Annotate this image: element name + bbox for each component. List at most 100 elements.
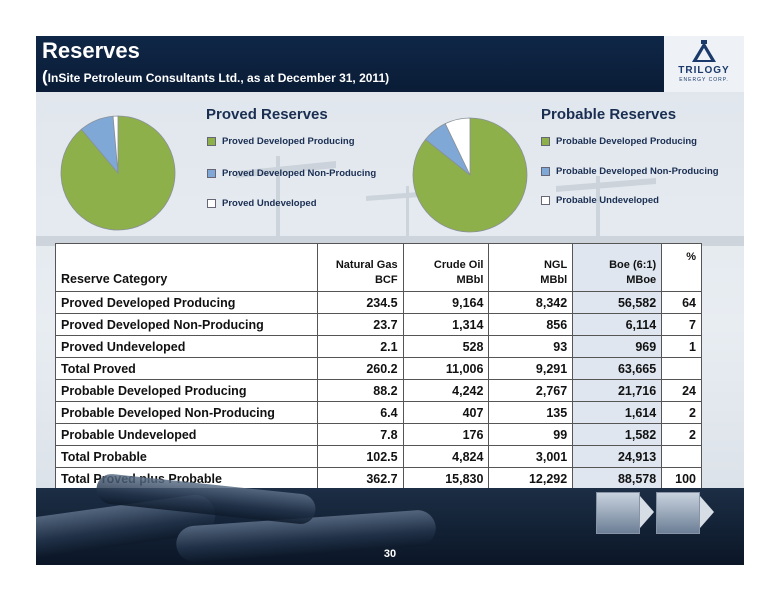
cell-crude-oil: 1,314 [402, 313, 490, 336]
logo-subtext: ENERGY CORP. [679, 77, 729, 83]
logo-text: TRILOGY [678, 65, 730, 76]
table-row: Probable Developed Producing 88.2 4,242 2,7… [55, 379, 702, 402]
cell-ngl: 3,001 [488, 445, 574, 468]
header-unit: MBbl [540, 274, 568, 286]
photo-thumbnail [596, 492, 640, 534]
cell-percent: 24 [661, 379, 702, 402]
cell-boe: 969 [572, 335, 663, 358]
cell-boe: 21,716 [572, 379, 663, 402]
table-row: Total Probable 102.5 4,824 3,001 24,913 [55, 445, 702, 468]
cell-ngl: 99 [488, 423, 574, 446]
header-ngl: NGL MBbl [488, 243, 574, 292]
probable-pie-chart [412, 117, 528, 233]
legend-label: Proved Undeveloped [222, 198, 317, 209]
cell-boe: 88,578 [572, 467, 663, 490]
cell-ngl: 9,291 [488, 357, 574, 380]
cell-boe: 56,582 [572, 291, 663, 314]
cell-crude-oil: 528 [402, 335, 490, 358]
header-bar: Reserves (InSite Petroleum Consultants L… [36, 36, 744, 92]
cell-category: Probable Developed Producing [55, 379, 318, 402]
cell-natural-gas: 7.8 [316, 423, 404, 446]
subtitle-paren: ( [42, 67, 48, 86]
legend-swatch-white [541, 196, 550, 205]
cell-percent: 64 [661, 291, 702, 314]
header-line: NGL [543, 259, 568, 271]
legend-swatch-white [207, 199, 216, 208]
cell-boe: 6,114 [572, 313, 663, 336]
reserves-table: Reserve Category Natural Gas BCF Crude Oi… [55, 243, 702, 490]
cell-percent [661, 445, 702, 468]
legend-probable-undeveloped: Probable Undeveloped [541, 195, 659, 206]
table-row: Probable Undeveloped 7.8 176 99 1,582 2 [55, 423, 702, 446]
cell-percent: 2 [661, 423, 702, 446]
header-unit: MBbl [456, 274, 484, 286]
cell-ngl: 135 [488, 401, 574, 424]
footer-bar: 30 [36, 472, 744, 565]
header-percent: % [661, 243, 702, 292]
legend-label: Probable Undeveloped [556, 195, 659, 206]
header-reserve-category: Reserve Category [55, 243, 318, 292]
cell-crude-oil: 11,006 [402, 357, 490, 380]
cell-category: Proved Undeveloped [55, 335, 318, 358]
legend-probable-developed-producing: Probable Developed Producing [541, 136, 697, 147]
cell-crude-oil: 407 [402, 401, 490, 424]
cell-ngl: 2,767 [488, 379, 574, 402]
legend-proved-developed-producing: Proved Developed Producing [207, 136, 355, 147]
page-number: 30 [383, 548, 397, 560]
table-row: Proved Developed Producing 234.5 9,164 8,34… [55, 291, 702, 314]
table-row: Proved Undeveloped 2.1 528 93 969 1 [55, 335, 702, 358]
cell-natural-gas: 23.7 [316, 313, 404, 336]
header-natural-gas: Natural Gas BCF [316, 243, 404, 292]
cell-category: Probable Developed Non-Producing [55, 401, 318, 424]
cell-ngl: 12,292 [488, 467, 574, 490]
legend-label: Probable Developed Producing [556, 136, 697, 147]
photo-thumbnail [656, 492, 700, 534]
cell-crude-oil: 9,164 [402, 291, 490, 314]
cell-ngl: 8,342 [488, 291, 574, 314]
cell-boe: 24,913 [572, 445, 663, 468]
header-line: Natural Gas [335, 259, 398, 271]
legend-swatch-green [541, 137, 550, 146]
cell-ngl: 856 [488, 313, 574, 336]
legend-probable-developed-non-producing: Probable Developed Non-Producing [541, 166, 719, 177]
legend-label: Proved Developed Non-Producing [222, 168, 377, 179]
table-row: Total Proved 260.2 11,006 9,291 63,665 [55, 357, 702, 380]
cell-ngl: 93 [488, 335, 574, 358]
cell-boe: 63,665 [572, 357, 663, 380]
page-subtitle: (InSite Petroleum Consultants Ltd., as a… [42, 67, 389, 87]
cell-crude-oil: 4,242 [402, 379, 490, 402]
cell-natural-gas: 102.5 [316, 445, 404, 468]
cell-crude-oil: 176 [402, 423, 490, 446]
cell-percent [661, 357, 702, 380]
table-row: Probable Developed Non-Producing 6.4 407 13… [55, 401, 702, 424]
trilogy-logo: TRILOGY ENERGY CORP. [664, 36, 744, 92]
cell-natural-gas: 88.2 [316, 379, 404, 402]
cell-percent: 7 [661, 313, 702, 336]
cell-crude-oil: 15,830 [402, 467, 490, 490]
slice-undeveloped [112, 115, 119, 174]
cell-crude-oil: 4,824 [402, 445, 490, 468]
cell-category: Total Proved [55, 357, 318, 380]
legend-swatch-blue [541, 167, 550, 176]
header-line: Boe (6:1) [609, 259, 657, 271]
cell-percent: 2 [661, 401, 702, 424]
legend-proved-undeveloped: Proved Undeveloped [207, 198, 317, 209]
cell-natural-gas: 2.1 [316, 335, 404, 358]
legend-swatch-blue [207, 169, 216, 178]
legend-label: Proved Developed Producing [222, 136, 355, 147]
proved-pie-chart [60, 115, 176, 231]
header-crude-oil: Crude Oil MBbl [402, 243, 490, 292]
table-row: Proved Developed Non-Producing 23.7 1,314 8… [55, 313, 702, 336]
chevron-right-icon [700, 496, 714, 528]
cell-percent: 1 [661, 335, 702, 358]
legend-proved-developed-non-producing: Proved Developed Non-Producing [207, 168, 376, 179]
header-line: Crude Oil [433, 259, 484, 271]
cell-category: Probable Undeveloped [55, 423, 318, 446]
cell-category: Proved Developed Producing [55, 291, 318, 314]
cell-category: Total Probable [55, 445, 318, 468]
slide: Reserves (InSite Petroleum Consultants L… [36, 36, 744, 565]
table-header-row: Reserve Category Natural Gas BCF Crude Oi… [55, 243, 702, 292]
subtitle-text: InSite Petroleum Consultants Ltd., as at… [47, 71, 390, 85]
proved-reserves-title: Proved Reserves [206, 106, 328, 123]
legend-label: Probable Developed Non-Producing [556, 166, 719, 177]
